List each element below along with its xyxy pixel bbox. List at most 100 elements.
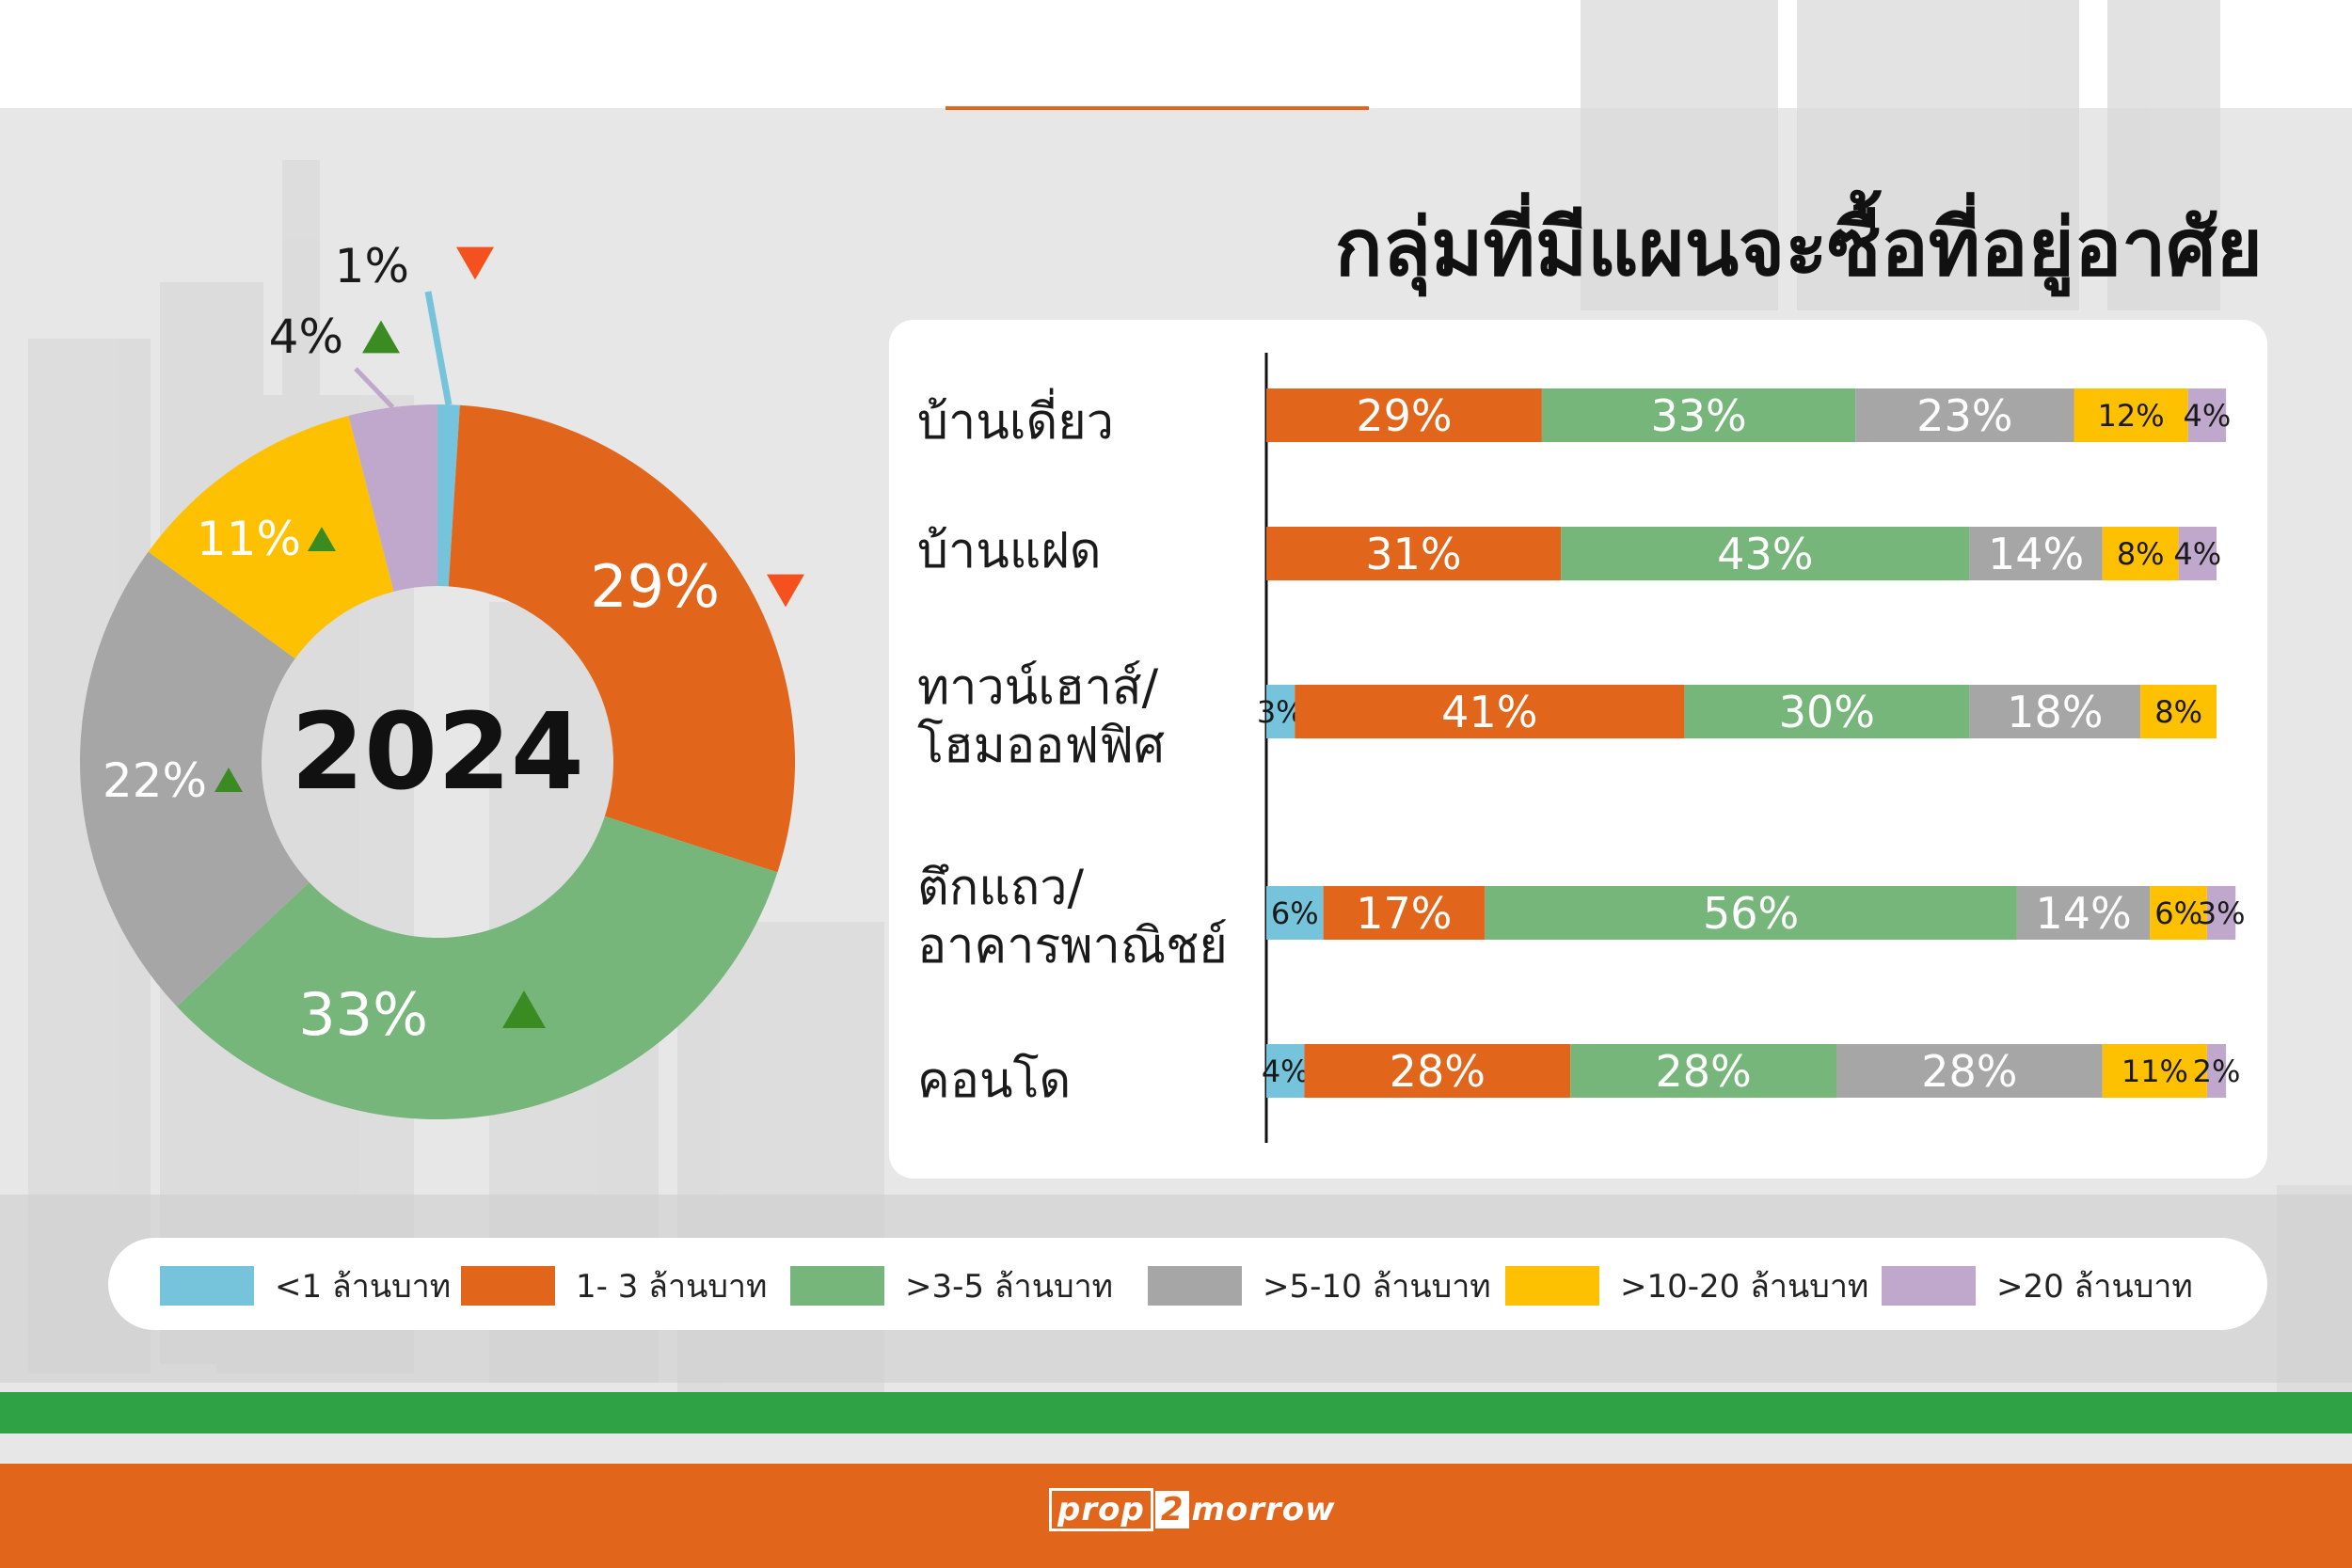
bar-segment (1541, 388, 1856, 442)
trend-up-icon (215, 767, 243, 793)
bar-value-label: 2% (2193, 1053, 2241, 1089)
donut-value-label: 29% (590, 552, 720, 621)
bar-value-label: 28% (1655, 1046, 1751, 1097)
bar-value-label: 8% (2117, 536, 2165, 572)
bar-segment (1295, 685, 1685, 738)
legend-item: 1- 3 ล้านบาท (461, 1266, 767, 1306)
trend-up-icon (362, 320, 400, 354)
donut-value-label: 22% (103, 753, 207, 808)
category-label-twin-house: บ้านแฝด (917, 522, 1102, 580)
bar-segment (1969, 685, 2141, 738)
bar-value-label: 30% (1779, 687, 1875, 737)
donut-value-label: 33% (298, 980, 428, 1049)
legend-label: 1- 3 ล้านบาท (576, 1268, 768, 1306)
legend-swatch (1148, 1266, 1242, 1306)
donut-value-label: 11% (197, 512, 301, 566)
bar-value-label: 4% (2173, 536, 2221, 572)
category-label-line: บ้านเดี่ยว (917, 394, 1114, 451)
green-band (0, 1392, 2352, 1433)
leader-line (424, 291, 453, 405)
trend-up-icon (308, 526, 336, 552)
bar-value-label: 4% (1262, 1053, 1310, 1089)
legend-item: >20 ล้านบาท (1882, 1266, 2193, 1306)
bar-value-label: 41% (1441, 687, 1537, 737)
bar-segment (2150, 886, 2207, 940)
legend-label: >5-10 ล้านบาท (1263, 1268, 1491, 1306)
legend-swatch (160, 1266, 254, 1306)
bar-segment (2206, 1044, 2227, 1098)
legend-label: <1 ล้านบาท (275, 1268, 452, 1306)
category-label-single-house: บ้านเดี่ยว (917, 393, 1114, 451)
bar-value-label: 43% (1717, 529, 1813, 579)
category-label-line: โฮมออฟฟิศ (917, 718, 1166, 774)
category-label-line: คอนโด (917, 1053, 1072, 1109)
bar-segment (1485, 886, 2017, 940)
legend-item: >5-10 ล้านบาท (1148, 1266, 1491, 1306)
bar-value-label: 11% (2122, 1053, 2188, 1089)
bar-segment (2206, 886, 2236, 940)
bar-value-label: 14% (2035, 888, 2131, 939)
bar-segment (1323, 886, 1486, 940)
legend-swatch (1505, 1266, 1599, 1306)
bar-value-label: 28% (1390, 1046, 1486, 1097)
category-label-line: บ้านแฝด (917, 523, 1102, 579)
trend-up-icon (502, 990, 546, 1029)
category-label-line: ทาวน์เฮาส์/ (917, 659, 1159, 716)
bar-value-label: 28% (1921, 1046, 2017, 1097)
trend-down-icon (456, 246, 494, 280)
donut-value-label: 4% (269, 309, 343, 364)
bar-segment (2140, 685, 2217, 738)
category-label-condo: คอนโด (917, 1052, 1071, 1110)
legend-item: >10-20 ล้านบาท (1505, 1266, 1868, 1306)
bar-value-label: 12% (2098, 398, 2165, 434)
bar-chart-card (889, 320, 2267, 1179)
donut-slice (176, 816, 778, 1120)
bar-segment (1266, 1044, 1305, 1098)
legend-item: >3-5 ล้านบาท (790, 1266, 1113, 1306)
donut-slice (348, 404, 437, 592)
bar-segment (1855, 388, 2074, 442)
legend-label: >10-20 ล้านบาท (1620, 1268, 1869, 1306)
donut-slice (148, 415, 394, 659)
legend-swatch (790, 1266, 884, 1306)
category-label-townhouse: ทาวน์เฮาส์/ โฮมออฟฟิศ (917, 658, 1165, 775)
bar-value-label: 33% (1650, 390, 1746, 441)
leader-line (354, 367, 395, 409)
bar-value-label: 8% (2154, 694, 2202, 730)
bar-value-label: 29% (1356, 390, 1452, 441)
bar-value-label: 6% (1271, 895, 1319, 931)
bar-segment (2016, 886, 2151, 940)
bar-segment (2187, 388, 2227, 442)
bar-value-label: 56% (1703, 888, 1799, 939)
legend-label: >20 ล้านบาท (1996, 1268, 2193, 1306)
bar-value-label: 17% (1356, 888, 1452, 939)
bar-segment (2074, 388, 2188, 442)
bar-segment (1266, 685, 1295, 738)
bar-segment (1836, 1044, 2103, 1098)
bar-segment (1304, 1044, 1571, 1098)
bar-segment (1266, 886, 1324, 940)
legend-swatch (1882, 1266, 1976, 1306)
bar-value-label: 6% (2154, 895, 2202, 931)
donut-slice (80, 551, 310, 1007)
bar-segment (1969, 527, 2103, 580)
bar-segment (1561, 527, 1970, 580)
bar-segment (1570, 1044, 1836, 1098)
bar-value-label: 23% (1916, 390, 2012, 441)
legend-item: <1 ล้านบาท (160, 1266, 451, 1306)
page-title: กลุ่มที่มีแผนจะซื้อที่อยู่อาศัย (1334, 201, 2263, 293)
bar-segment (2102, 527, 2179, 580)
bar-segment (1684, 685, 1970, 738)
legend-label: >3-5 ล้านบาท (905, 1268, 1114, 1306)
legend-swatch (461, 1266, 555, 1306)
donut-center-label: 2024 (291, 691, 584, 814)
category-label-shophouse: ตึกแถว/ อาคารพาณิชย์ (917, 859, 1228, 975)
bar-segment (1266, 527, 1562, 580)
bar-value-label: 18% (2007, 687, 2103, 737)
bar-value-label: 3% (2198, 895, 2246, 931)
bar-value-label: 4% (2184, 398, 2232, 434)
bar-value-label: 14% (1988, 529, 2084, 579)
bar-segment (2178, 527, 2217, 580)
